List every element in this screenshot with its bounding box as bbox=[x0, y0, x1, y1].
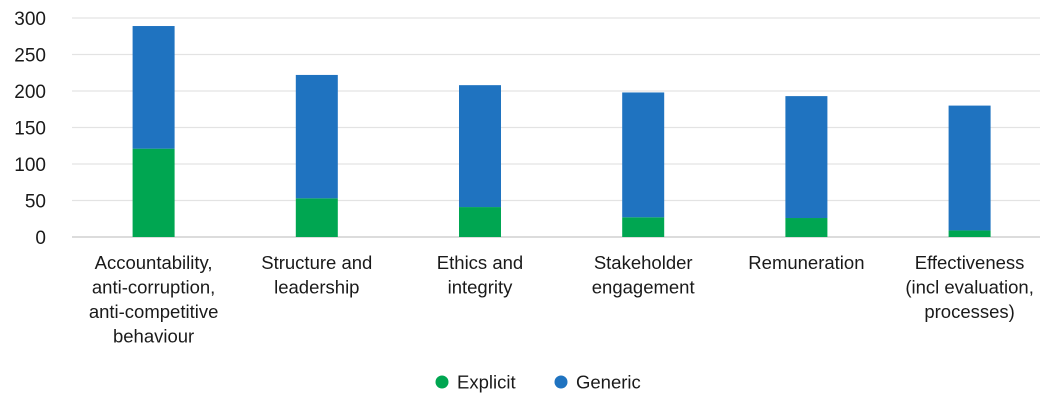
x-category-label: Stakeholder engagement bbox=[592, 252, 695, 298]
bar-generic-5 bbox=[785, 96, 828, 219]
bar-generic-4 bbox=[622, 92, 665, 218]
legend-label-explicit: Explicit bbox=[457, 372, 516, 393]
y-tick-label: 100 bbox=[14, 155, 46, 176]
legend: Explicit Generic bbox=[435, 372, 641, 393]
legend-marker-explicit bbox=[435, 375, 449, 389]
bar-explicit-2 bbox=[295, 198, 338, 237]
legend-marker-generic bbox=[554, 375, 568, 389]
y-axis-ticks: 0 50 100 150 200 250 300 bbox=[14, 9, 46, 249]
x-category-label: Effectiveness (incl evaluation, processes) bbox=[905, 252, 1034, 322]
bar-explicit-3 bbox=[459, 207, 501, 237]
legend-label-generic: Generic bbox=[576, 372, 641, 393]
bar-generic-3 bbox=[459, 85, 501, 208]
x-category-label: Ethics and integrity bbox=[437, 252, 523, 298]
x-category-label: Remuneration bbox=[748, 252, 864, 273]
bar-generic-6 bbox=[948, 105, 991, 231]
x-axis-category-labels: Accountability, anti-corruption, anti-comp… bbox=[89, 252, 1034, 347]
bar-explicit-6 bbox=[948, 230, 991, 237]
bar-explicit-5 bbox=[785, 218, 828, 237]
y-tick-label: 250 bbox=[14, 46, 46, 67]
y-tick-label: 200 bbox=[14, 82, 46, 103]
gridlines bbox=[72, 17, 1040, 238]
x-category-label: Accountability, anti-corruption, anti-comp… bbox=[89, 252, 219, 347]
y-tick-label: 150 bbox=[14, 119, 46, 140]
x-category-label: Structure and leadership bbox=[261, 252, 372, 298]
bar-explicit-1 bbox=[132, 148, 175, 237]
y-tick-label: 50 bbox=[25, 192, 46, 213]
bars bbox=[132, 26, 991, 237]
bar-generic-2 bbox=[295, 74, 338, 199]
y-tick-label: 0 bbox=[35, 228, 46, 249]
bar-generic-1 bbox=[132, 26, 175, 149]
bar-explicit-4 bbox=[622, 217, 665, 237]
y-tick-label: 300 bbox=[14, 9, 46, 30]
